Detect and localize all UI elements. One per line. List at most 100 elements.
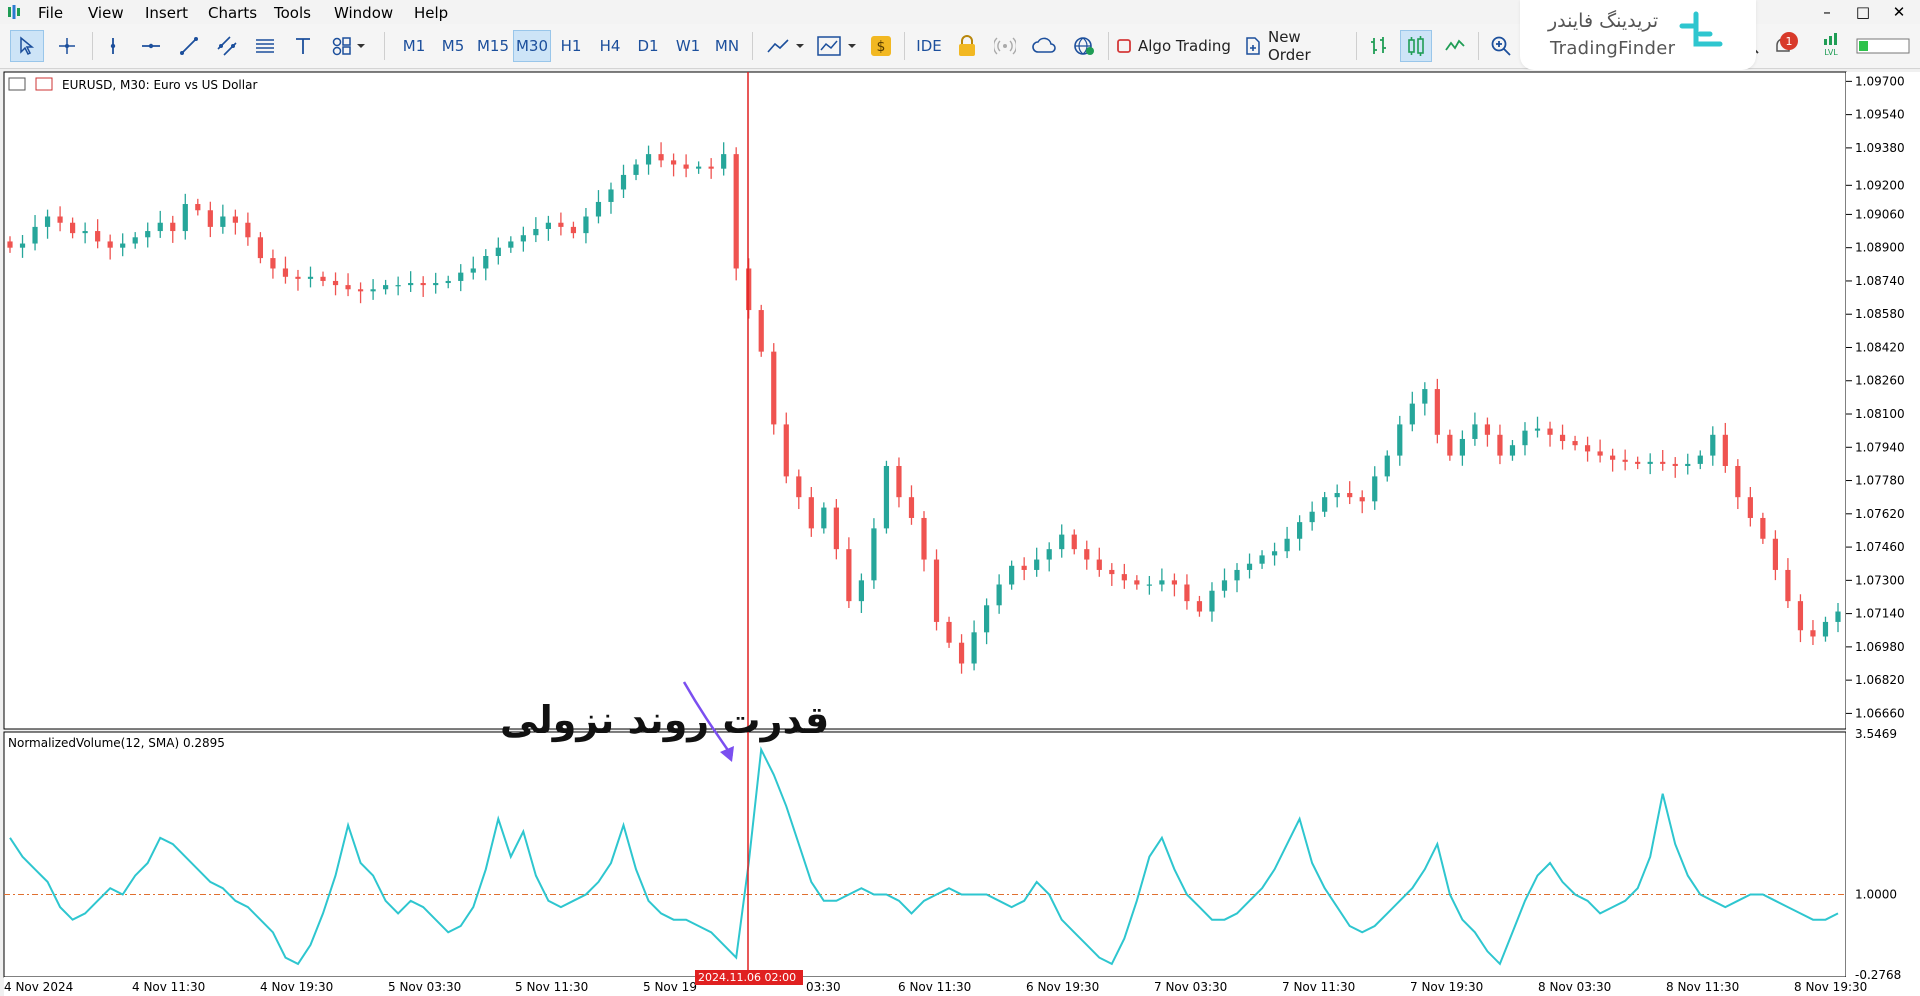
crosshair-tool-button[interactable] <box>50 30 84 62</box>
menu-tools[interactable]: Tools <box>274 4 311 22</box>
notifications-button[interactable]: 1 <box>1766 30 1800 62</box>
candle-bear <box>1747 497 1753 518</box>
candle-bear <box>1171 580 1178 585</box>
menu-view[interactable]: View <box>88 4 124 22</box>
new-order-button[interactable]: New Order <box>1244 28 1348 64</box>
timeframe-d1[interactable]: D1 <box>637 37 659 55</box>
signal-level-button[interactable]: LVL <box>1820 30 1842 62</box>
timeframe-m30[interactable]: M30 <box>513 30 551 62</box>
timeframe-mn[interactable]: MN <box>714 37 740 55</box>
price-label: 1.06980 <box>1855 640 1905 654</box>
shapes-dropdown-button[interactable] <box>326 30 372 62</box>
maximize-button[interactable]: □ <box>1855 3 1871 21</box>
candle-bear <box>833 507 839 550</box>
signal-icon <box>994 37 1016 55</box>
candle-bull <box>1221 580 1228 591</box>
candle-bull <box>520 235 526 242</box>
candle-bull <box>483 256 489 269</box>
candle-bear <box>1121 574 1127 581</box>
trendline-button[interactable] <box>174 30 204 62</box>
candle-bull <box>1297 522 1303 539</box>
candle-bear <box>683 164 689 169</box>
bar-chart-button[interactable] <box>1364 30 1394 62</box>
vertical-line-button[interactable] <box>98 30 128 62</box>
indicators-dropdown[interactable] <box>814 30 860 62</box>
svg-text:$: $ <box>877 39 886 55</box>
candle-bear <box>95 231 101 242</box>
chart-type-dropdown[interactable] <box>764 30 808 62</box>
channel-button[interactable] <box>212 30 242 62</box>
price-label: 1.07620 <box>1855 507 1905 521</box>
candle-chart-button[interactable] <box>1400 30 1432 62</box>
candle-bear <box>295 276 301 279</box>
time-axis[interactable] <box>4 977 1920 996</box>
candle-bear <box>107 241 113 248</box>
timeframe-w1[interactable]: W1 <box>675 37 701 55</box>
menu-insert[interactable]: Insert <box>145 4 189 22</box>
timeframe-m5[interactable]: M5 <box>441 37 465 55</box>
price-axis[interactable] <box>1846 72 1920 977</box>
candle-bull <box>470 268 476 273</box>
text-icon <box>296 38 310 54</box>
menu-window[interactable]: Window <box>334 4 394 22</box>
candle-bull <box>1209 590 1215 612</box>
candle-bull <box>883 465 890 529</box>
candle-bear <box>733 154 739 269</box>
fibonacci-button[interactable] <box>250 30 280 62</box>
candle-bull <box>1384 455 1390 477</box>
candle-bull <box>132 237 138 244</box>
candle-bear <box>958 642 965 664</box>
candle-bear <box>1797 601 1804 631</box>
chart-canvas[interactable]: 1.09700 1.09540 1.09380 1.09200 1.09060 1.089… <box>0 70 1920 996</box>
annotation-text: قدرت روند نزولی <box>500 698 830 742</box>
time-label: 5 Nov 03:30 <box>388 980 461 994</box>
lock-button[interactable] <box>952 30 982 62</box>
ide-button[interactable]: IDE <box>916 37 942 55</box>
price-label: 1.09540 <box>1855 108 1905 122</box>
horizontal-line-button[interactable] <box>136 30 166 62</box>
menu-charts[interactable]: Charts <box>208 4 258 22</box>
candle-bull <box>1472 424 1478 439</box>
indicator-level-label: 1.0000 <box>1855 888 1897 902</box>
candle-bear <box>270 258 276 269</box>
candle-bull <box>533 228 539 236</box>
vps-button[interactable] <box>1068 30 1100 62</box>
zoom-in-button[interactable] <box>1486 30 1516 62</box>
candle-bull <box>645 154 652 165</box>
text-tool-button[interactable] <box>288 30 318 62</box>
candle-bull <box>395 285 401 287</box>
price-label: 1.08260 <box>1855 374 1905 388</box>
lock-icon <box>959 35 975 56</box>
candle-bear <box>1497 434 1503 456</box>
price-pane[interactable] <box>3 71 1847 730</box>
algo-trading-button[interactable]: Algo Trading <box>1116 30 1234 62</box>
cursor-tool-button[interactable] <box>10 30 44 62</box>
timeframe-h1[interactable]: H1 <box>560 37 582 55</box>
timeframe-m1[interactable]: M1 <box>402 37 426 55</box>
price-label: 1.07780 <box>1855 474 1905 488</box>
line-chart-button[interactable] <box>1440 30 1470 62</box>
candle-bull <box>1159 580 1165 585</box>
new-order-icon <box>1246 37 1260 55</box>
market-button[interactable]: $ <box>866 30 896 62</box>
indicator-pane[interactable] <box>3 731 1847 978</box>
timeframe-m15[interactable]: M15 <box>476 37 510 55</box>
tradingfinder-logo: تریدینگ فایندر TradingFinder <box>1520 0 1756 70</box>
cloud-button[interactable] <box>1028 30 1060 62</box>
chart-window[interactable]: 1.09700 1.09540 1.09380 1.09200 1.09060 1.089… <box>0 70 1920 996</box>
minimize-button[interactable]: – <box>1823 3 1831 21</box>
metatrader-icon[interactable] <box>6 4 22 20</box>
indicator-level-label: -0.2768 <box>1855 968 1901 982</box>
candle-bear <box>1347 493 1353 498</box>
candle-bull <box>696 166 702 169</box>
notification-badge: 1 <box>1780 32 1798 50</box>
menu-help[interactable]: Help <box>414 4 449 22</box>
menu-file[interactable]: File <box>38 4 64 22</box>
timeframe-h4[interactable]: H4 <box>599 37 621 55</box>
candle-bull <box>620 174 627 190</box>
price-axis-labels: 1.09700 1.09540 1.09380 1.09200 1.09060 1.089… <box>1846 74 1905 720</box>
close-button[interactable]: ✕ <box>1892 3 1906 21</box>
candle-bull <box>1822 621 1829 637</box>
signal-button[interactable] <box>990 30 1020 62</box>
annotation-arrowhead <box>720 746 734 762</box>
